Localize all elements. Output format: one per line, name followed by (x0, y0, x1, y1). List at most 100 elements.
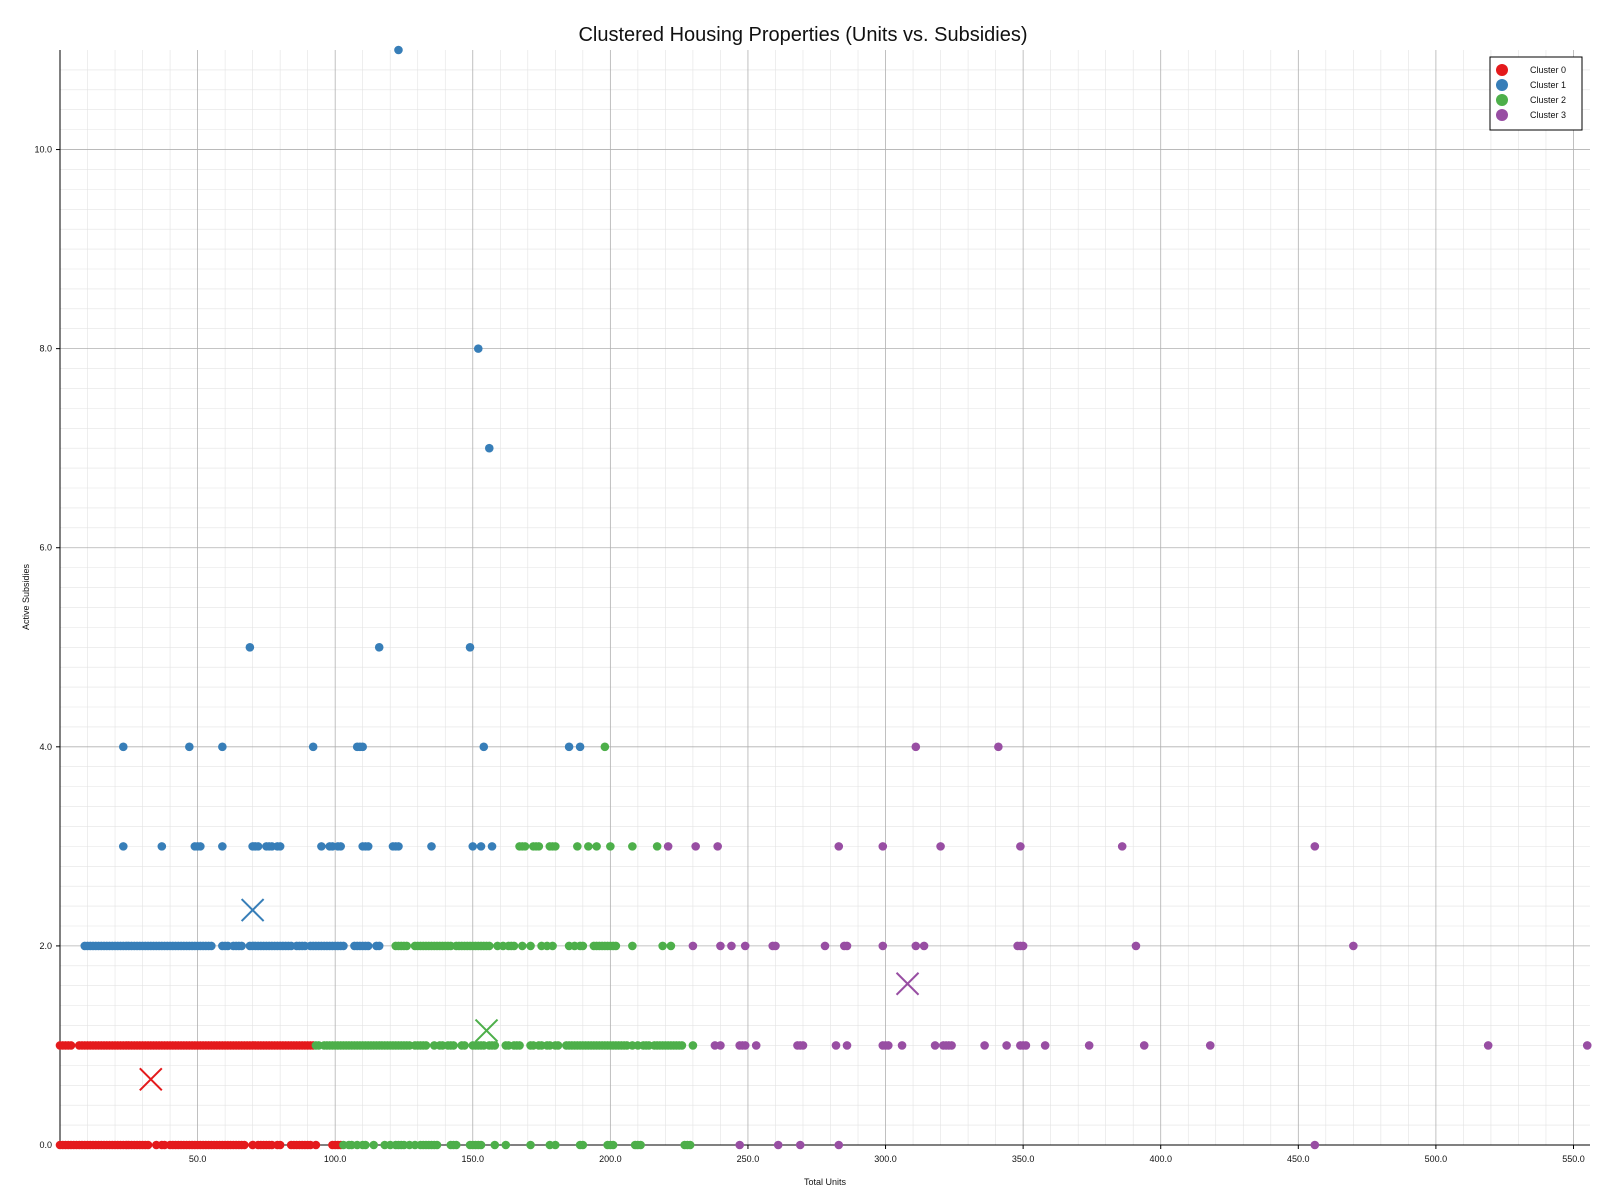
data-point (663, 842, 673, 851)
data-point (245, 642, 255, 652)
y-tick-label: 4.0 (39, 742, 52, 752)
data-point (465, 642, 475, 652)
data-point (919, 941, 929, 951)
centroid-marker (474, 1018, 499, 1043)
data-point (820, 941, 830, 951)
y-axis-label: Active Subsidies (21, 563, 31, 630)
data-point (1483, 1041, 1493, 1050)
data-point (691, 842, 700, 851)
data-point (592, 842, 601, 851)
data-point (1040, 1041, 1050, 1050)
centroid-stroke (139, 1067, 163, 1092)
data-point (771, 941, 780, 951)
data-point (487, 842, 497, 851)
data-point (652, 842, 662, 851)
data-point (218, 842, 227, 851)
data-point (253, 842, 263, 851)
data-point (878, 842, 888, 851)
data-point (1205, 1041, 1215, 1050)
data-point (578, 941, 588, 951)
centroid-marker (240, 898, 265, 922)
y-tick-label: 6.0 (39, 543, 52, 553)
data-point (573, 842, 582, 851)
data-point (358, 742, 367, 752)
data-point (518, 941, 527, 951)
data-point (449, 1041, 458, 1050)
data-point (501, 1140, 511, 1150)
data-point (947, 1041, 956, 1050)
data-point (548, 941, 557, 951)
centroid-stroke (474, 1018, 499, 1043)
data-point (394, 842, 403, 851)
data-point (1131, 941, 1141, 951)
axes: 50.0 100.0 150.0 200.0 250.0 300.0 350.0 400.0 4… (34, 50, 1590, 1164)
data-point (831, 1041, 841, 1050)
data-point (515, 1041, 524, 1050)
data-point (1016, 842, 1025, 851)
data-point (369, 1140, 379, 1150)
data-point (1018, 941, 1028, 951)
centroid-marker (895, 972, 920, 996)
data-point (1582, 1041, 1592, 1050)
data-point (361, 1140, 370, 1150)
data-point (240, 1140, 249, 1150)
data-point (628, 842, 637, 851)
data-point (402, 941, 412, 951)
data-point (374, 642, 384, 652)
data-point (795, 1140, 805, 1150)
series-3 (663, 742, 1592, 1150)
data-point (606, 842, 615, 851)
data-point (143, 1140, 153, 1150)
x-tick-label: 50.0 (189, 1154, 207, 1164)
data-point (476, 1140, 486, 1150)
chart-title: Clustered Housing Properties (Units vs. … (578, 24, 1027, 46)
data-point (336, 842, 345, 851)
x-tick-label: 450.0 (1287, 1154, 1310, 1164)
data-point (611, 941, 621, 951)
legend-marker (1496, 109, 1508, 121)
data-point (363, 842, 373, 851)
data-point (575, 742, 585, 752)
data-point (490, 1041, 500, 1050)
x-axis-label: Total Units (804, 1177, 847, 1187)
data-point (118, 842, 128, 851)
data-point (451, 1140, 461, 1150)
data-point (636, 1140, 645, 1150)
y-tick-label: 10.0 (34, 145, 52, 155)
data-point (688, 941, 698, 951)
data-point (1084, 1041, 1094, 1050)
data-point (1117, 842, 1127, 851)
series-1 (80, 45, 585, 951)
data-point (930, 1041, 940, 1050)
data-point (911, 941, 921, 951)
data-point (936, 842, 945, 851)
data-point (339, 941, 348, 951)
x-tick-label: 350.0 (1012, 1154, 1035, 1164)
data-point (834, 1140, 844, 1150)
legend: Cluster 0 Cluster 1 Cluster 2 Cluster 3 (1489, 56, 1583, 131)
legend-label: Cluster 0 (1530, 65, 1566, 75)
data-point (584, 842, 593, 851)
data-point (468, 842, 478, 851)
y-tick-label: 2.0 (39, 941, 52, 951)
data-point (1349, 941, 1358, 951)
data-point (551, 842, 560, 851)
data-point (118, 742, 128, 752)
legend-label: Cluster 2 (1530, 95, 1566, 105)
data-point (421, 1041, 431, 1050)
data-point (66, 1041, 76, 1050)
centroid-marker (139, 1067, 163, 1092)
data-point (484, 941, 494, 951)
data-point (773, 1140, 783, 1150)
data-point (911, 742, 921, 752)
data-point (735, 1140, 744, 1150)
data-point (883, 1041, 893, 1050)
data-point (716, 1041, 725, 1050)
data-point (275, 1140, 285, 1150)
series-0 (55, 1041, 345, 1150)
data-point (716, 941, 725, 951)
data-point (363, 941, 373, 951)
data-point (520, 842, 530, 851)
